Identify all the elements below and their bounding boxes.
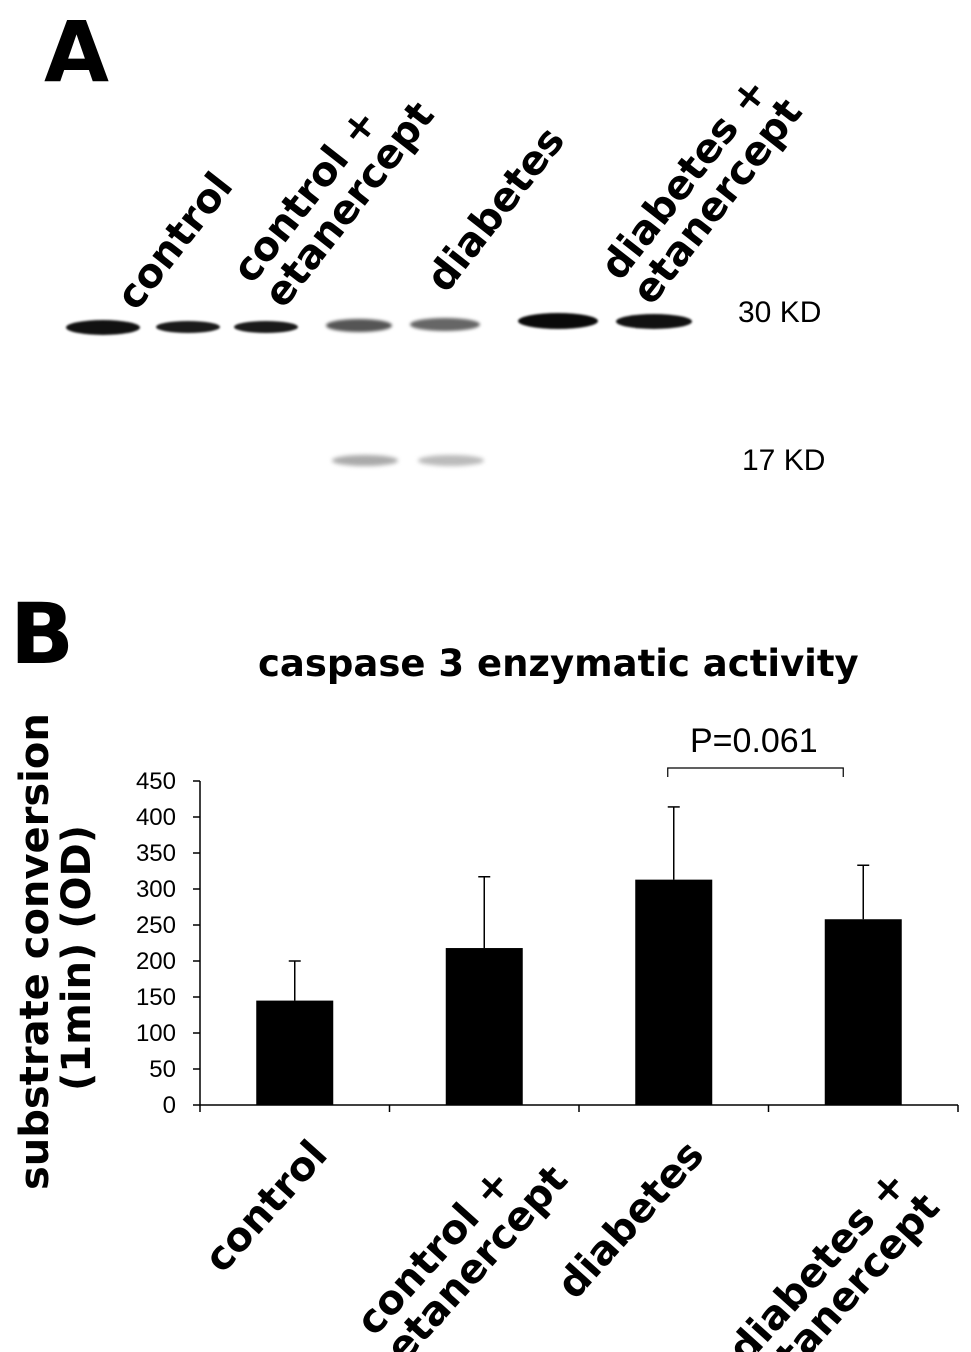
blot-band-30kd-lane1 (66, 320, 140, 335)
blot-band-30kd-lane4 (326, 319, 392, 332)
bar-2 (445, 948, 523, 1105)
y-tick-label: 50 (149, 1056, 176, 1083)
y-tick-label: 350 (136, 840, 176, 867)
panel-a-letter: A (44, 3, 110, 101)
y-tick-label: 0 (163, 1092, 176, 1119)
blot-band-30kd-lane7 (616, 314, 692, 329)
chart-title: caspase 3 enzymatic activity (258, 642, 859, 685)
bar-3 (635, 879, 713, 1105)
panel-b-letter: B (10, 585, 75, 683)
y-tick-label: 150 (136, 984, 176, 1011)
marker-30kd: 30 KD (738, 296, 822, 329)
p-value-annotation: P=0.061 (690, 722, 818, 760)
bar-1 (256, 1000, 334, 1105)
y-tick-label: 300 (136, 876, 176, 903)
y-tick-label: 100 (136, 1020, 176, 1047)
y-tick-label: 400 (136, 804, 176, 831)
blot-band-30kd-lane5 (410, 318, 480, 331)
marker-17kd: 17 KD (742, 444, 826, 477)
blot-band-30kd-lane3 (234, 321, 298, 333)
blot-band-30kd-lane2 (156, 321, 220, 333)
y-tick-label: 450 (136, 768, 176, 795)
significance-bracket (667, 767, 844, 777)
y-tick-label: 250 (136, 912, 176, 939)
blot-band-17kd-lane4 (332, 455, 398, 466)
blot-band-17kd-lane5 (418, 455, 484, 466)
y-tick-label: 200 (136, 948, 176, 975)
blot-band-30kd-lane6 (518, 313, 598, 329)
bar-4 (824, 919, 902, 1105)
